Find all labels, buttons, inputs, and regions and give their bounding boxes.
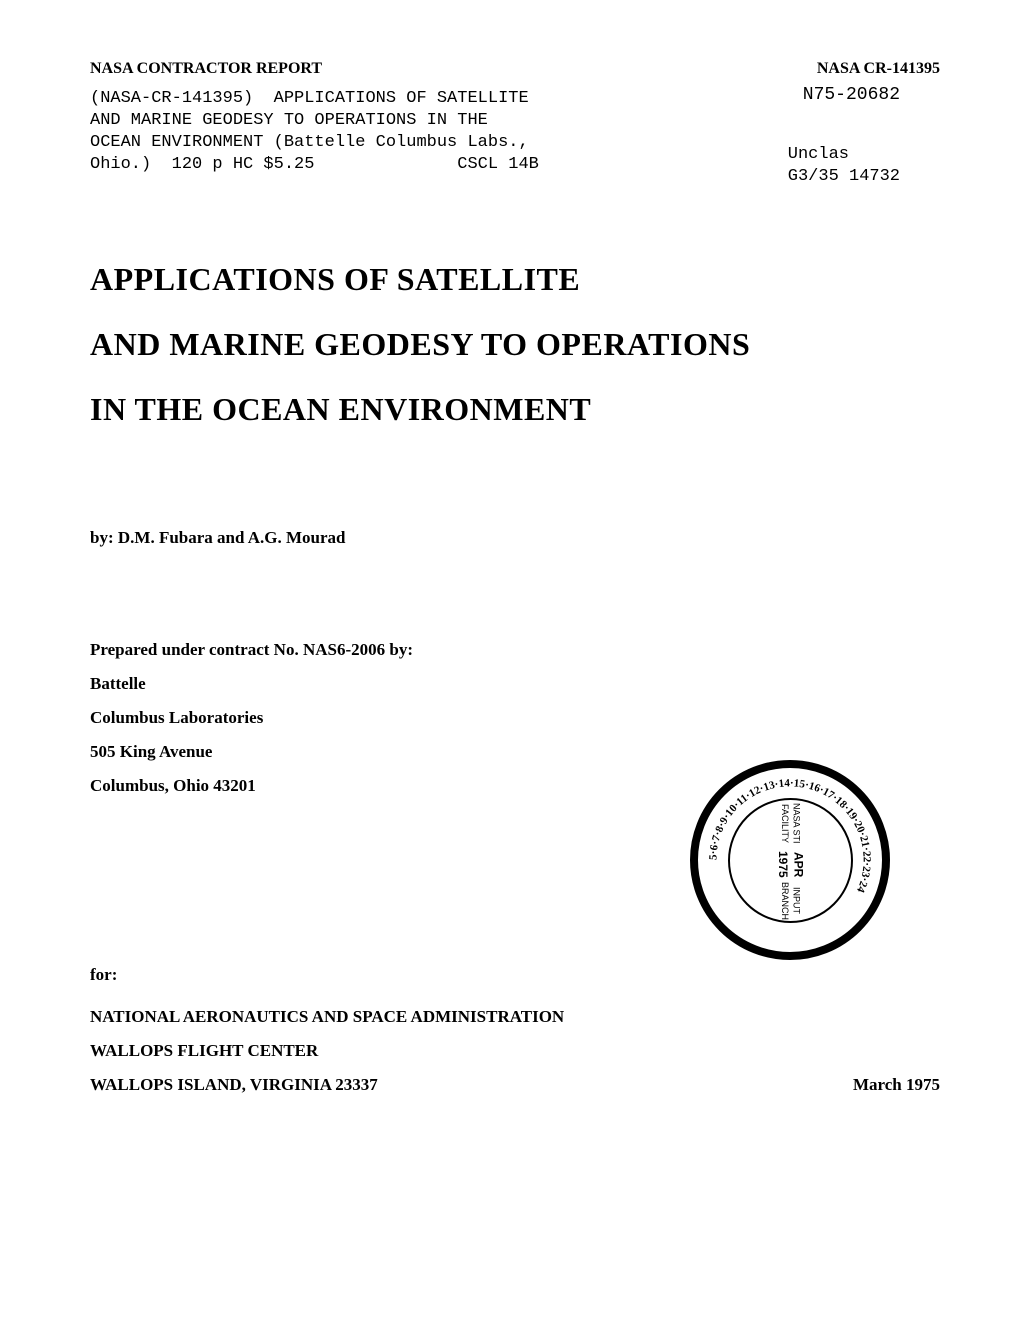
for-line-2: WALLOPS FLIGHT CENTER (90, 1034, 940, 1068)
for-line-1: NATIONAL AERONAUTICS AND SPACE ADMINISTR… (90, 1000, 940, 1034)
authors: by: D.M. Fubara and A.G. Mourad (90, 528, 940, 548)
catalog-class-1: Unclas (788, 144, 900, 166)
prepared-line-4: 505 King Avenue (90, 735, 470, 769)
prepared-line-2: Battelle (90, 667, 470, 701)
for-line-3: WALLOPS ISLAND, VIRGINIA 23337 (90, 1068, 378, 1102)
title-line-1: APPLICATIONS OF SATELLITE (90, 261, 940, 298)
catalog-classification: Unclas G3/35 14732 (788, 144, 900, 188)
catalog-line-2: AND MARINE GEODESY TO OPERATIONS IN THE (90, 110, 940, 132)
for-block: for: NATIONAL AERONAUTICS AND SPACE ADMI… (90, 958, 940, 1102)
svg-text:5·6·7·8·9·10·11·12·13·14·15·16: 5·6·7·8·9·10·11·12·13·14·15·16·17·18·19·… (707, 777, 872, 894)
report-label: NASA CONTRACTOR REPORT (90, 60, 322, 78)
stamp-outer-ring: 5·6·7·8·9·10·11·12·13·14·15·16·17·18·19·… (690, 760, 890, 960)
title-block: APPLICATIONS OF SATELLITE AND MARINE GEO… (90, 261, 940, 428)
report-id: NASA CR-141395 (817, 60, 940, 78)
publication-date: March 1975 (853, 1068, 940, 1102)
catalog-class-2: G3/35 14732 (788, 166, 900, 188)
title-line-3: IN THE OCEAN ENVIRONMENT (90, 391, 940, 428)
for-label: for: (90, 958, 940, 992)
received-stamp: 5·6·7·8·9·10·11·12·13·14·15·16·17·18·19·… (690, 760, 890, 960)
prepared-line-3: Columbus Laboratories (90, 701, 470, 735)
prepared-line-1: Prepared under contract No. NAS6-2006 by… (90, 633, 470, 667)
catalog-line-1: (NASA-CR-141395) APPLICATIONS OF SATELLI… (90, 88, 940, 110)
prepared-block: Prepared under contract No. NAS6-2006 by… (90, 633, 470, 803)
catalog-block: (NASA-CR-141395) APPLICATIONS OF SATELLI… (90, 88, 940, 176)
title-line-2: AND MARINE GEODESY TO OPERATIONS (90, 326, 940, 363)
prepared-line-5: Columbus, Ohio 43201 (90, 769, 470, 803)
stamp-ring-numbers: 5·6·7·8·9·10·11·12·13·14·15·16·17·18·19·… (698, 768, 882, 952)
